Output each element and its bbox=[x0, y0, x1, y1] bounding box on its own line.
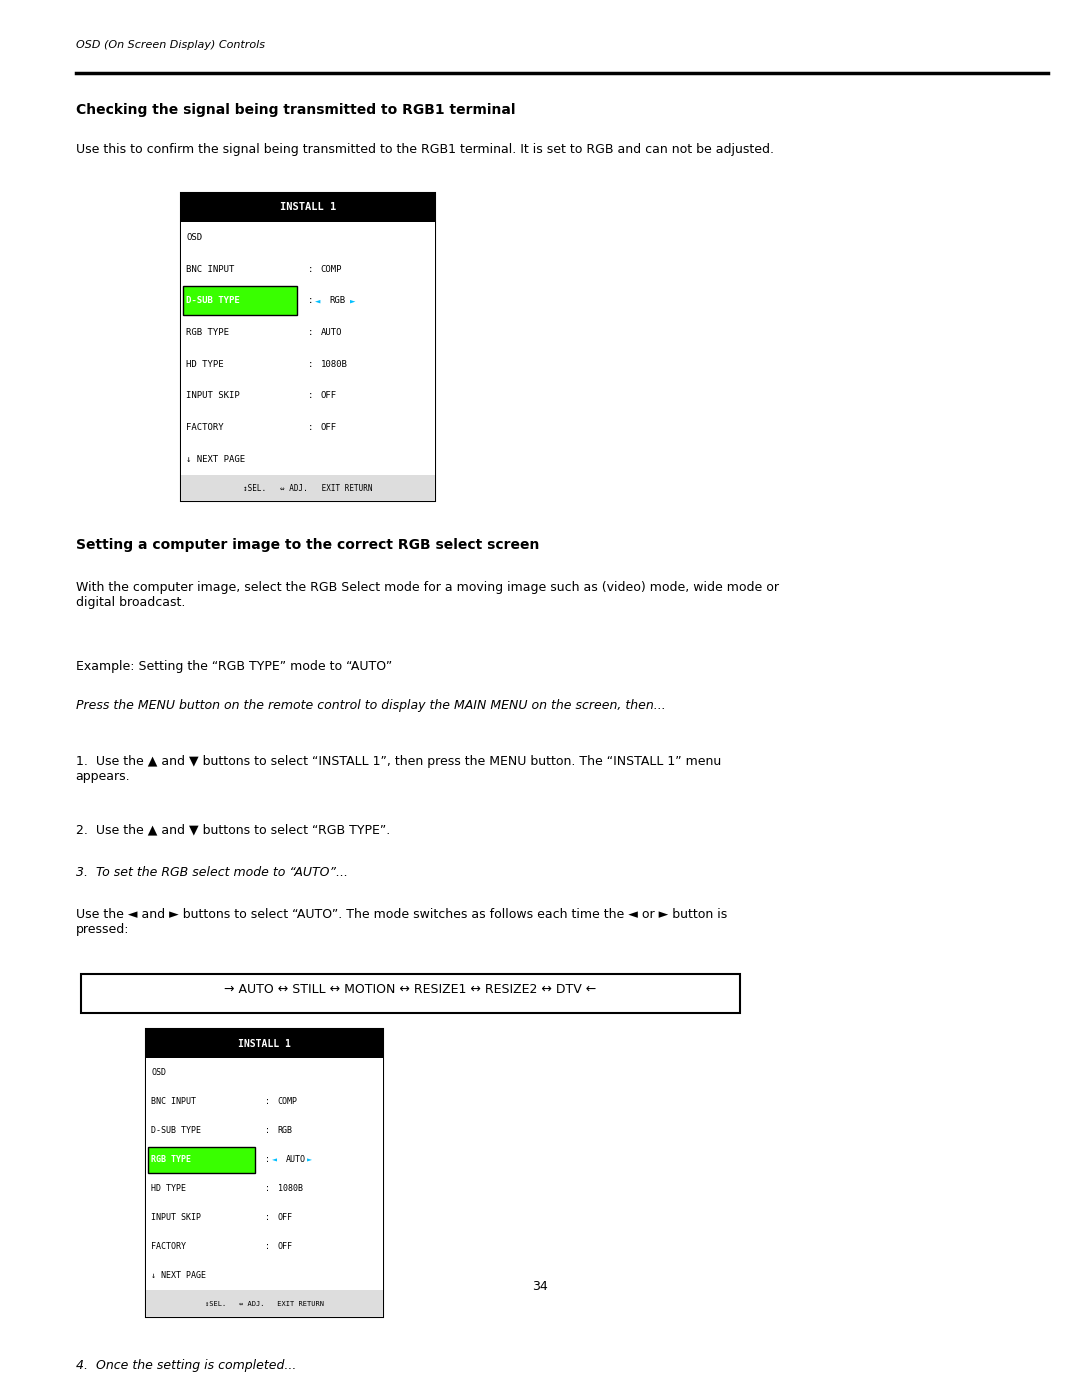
Text: ↕SEL.   ⇔ ADJ.   EXIT RETURN: ↕SEL. ⇔ ADJ. EXIT RETURN bbox=[205, 1301, 324, 1306]
Text: 34: 34 bbox=[532, 1280, 548, 1294]
Text: HD TYPE: HD TYPE bbox=[151, 1185, 186, 1193]
Text: ►: ► bbox=[350, 296, 355, 306]
FancyBboxPatch shape bbox=[81, 974, 740, 1013]
Text: INSTALL 1: INSTALL 1 bbox=[280, 203, 336, 212]
FancyBboxPatch shape bbox=[180, 193, 434, 502]
Text: HD TYPE: HD TYPE bbox=[186, 359, 224, 369]
Text: Use this to confirm the signal being transmitted to the RGB1 terminal. It is set: Use this to confirm the signal being tra… bbox=[76, 142, 773, 155]
Text: RGB TYPE: RGB TYPE bbox=[151, 1155, 191, 1164]
Text: Checking the signal being transmitted to RGB1 terminal: Checking the signal being transmitted to… bbox=[76, 103, 515, 117]
Text: :: : bbox=[308, 423, 313, 432]
Text: Example: Setting the “RGB TYPE” mode to “AUTO”: Example: Setting the “RGB TYPE” mode to … bbox=[76, 659, 392, 673]
Text: INPUT SKIP: INPUT SKIP bbox=[186, 391, 240, 401]
Text: COMP: COMP bbox=[321, 264, 342, 274]
Text: OFF: OFF bbox=[278, 1242, 293, 1252]
Text: → AUTO ↔ STILL ↔ MOTION ↔ RESIZE1 ↔ RESIZE2 ↔ DTV ←: → AUTO ↔ STILL ↔ MOTION ↔ RESIZE1 ↔ RESI… bbox=[225, 983, 596, 996]
Text: :: : bbox=[308, 328, 313, 337]
Text: ◄: ◄ bbox=[272, 1155, 278, 1164]
Text: :: : bbox=[265, 1126, 270, 1136]
Text: AUTO: AUTO bbox=[286, 1155, 307, 1164]
Text: ◄: ◄ bbox=[315, 296, 321, 306]
Text: ↕SEL.   ⇔ ADJ.   EXIT RETURN: ↕SEL. ⇔ ADJ. EXIT RETURN bbox=[243, 483, 373, 493]
Text: INSTALL 1: INSTALL 1 bbox=[239, 1039, 291, 1049]
Text: Setting a computer image to the correct RGB select screen: Setting a computer image to the correct … bbox=[76, 538, 539, 552]
FancyBboxPatch shape bbox=[146, 1291, 383, 1317]
Text: BNC INPUT: BNC INPUT bbox=[151, 1097, 197, 1106]
Text: :: : bbox=[265, 1185, 270, 1193]
Text: 1.  Use the ▲ and ▼ buttons to select “INSTALL 1”, then press the MENU button. T: 1. Use the ▲ and ▼ buttons to select “IN… bbox=[76, 754, 720, 782]
Text: :: : bbox=[265, 1242, 270, 1252]
FancyBboxPatch shape bbox=[146, 1058, 383, 1291]
FancyBboxPatch shape bbox=[180, 222, 434, 475]
Text: :: : bbox=[308, 264, 313, 274]
Text: Use the ◄ and ► buttons to select “AUTO”. The mode switches as follows each time: Use the ◄ and ► buttons to select “AUTO”… bbox=[76, 908, 727, 936]
Text: BNC INPUT: BNC INPUT bbox=[186, 264, 234, 274]
Text: OFF: OFF bbox=[278, 1214, 293, 1222]
Text: 3.  To set the RGB select mode to “AUTO”...: 3. To set the RGB select mode to “AUTO”.… bbox=[76, 866, 348, 879]
Text: :: : bbox=[308, 359, 313, 369]
Text: COMP: COMP bbox=[278, 1097, 298, 1106]
Text: :: : bbox=[308, 296, 313, 306]
Text: OSD: OSD bbox=[186, 233, 202, 242]
Text: ↓ NEXT PAGE: ↓ NEXT PAGE bbox=[186, 454, 245, 464]
Text: OSD (On Screen Display) Controls: OSD (On Screen Display) Controls bbox=[76, 39, 265, 49]
Text: :: : bbox=[265, 1155, 270, 1164]
Text: 1080B: 1080B bbox=[278, 1185, 302, 1193]
Text: 1080B: 1080B bbox=[321, 359, 348, 369]
Text: FACTORY: FACTORY bbox=[186, 423, 224, 432]
Text: D-SUB TYPE: D-SUB TYPE bbox=[186, 296, 240, 306]
Text: :: : bbox=[265, 1097, 270, 1106]
Text: :: : bbox=[308, 391, 313, 401]
FancyBboxPatch shape bbox=[180, 475, 434, 502]
Text: :: : bbox=[265, 1214, 270, 1222]
Text: ↓ NEXT PAGE: ↓ NEXT PAGE bbox=[151, 1271, 206, 1281]
Text: D-SUB TYPE: D-SUB TYPE bbox=[151, 1126, 201, 1136]
Text: AUTO: AUTO bbox=[321, 328, 342, 337]
Text: OFF: OFF bbox=[321, 423, 337, 432]
Text: ►: ► bbox=[307, 1155, 312, 1164]
Text: 2.  Use the ▲ and ▼ buttons to select “RGB TYPE”.: 2. Use the ▲ and ▼ buttons to select “RG… bbox=[76, 823, 390, 837]
FancyBboxPatch shape bbox=[148, 1147, 255, 1173]
FancyBboxPatch shape bbox=[183, 286, 297, 316]
Text: RGB: RGB bbox=[278, 1126, 293, 1136]
FancyBboxPatch shape bbox=[146, 1030, 383, 1317]
Text: FACTORY: FACTORY bbox=[151, 1242, 186, 1252]
Text: INPUT SKIP: INPUT SKIP bbox=[151, 1214, 201, 1222]
Text: RGB: RGB bbox=[329, 296, 346, 306]
Text: OSD: OSD bbox=[151, 1069, 166, 1077]
Text: 4.  Once the setting is completed...: 4. Once the setting is completed... bbox=[76, 1359, 296, 1372]
Text: RGB TYPE: RGB TYPE bbox=[186, 328, 229, 337]
Text: Press the MENU button on the remote control to display the MAIN MENU on the scre: Press the MENU button on the remote cont… bbox=[76, 700, 665, 712]
Text: With the computer image, select the RGB Select mode for a moving image such as (: With the computer image, select the RGB … bbox=[76, 581, 779, 609]
Text: OFF: OFF bbox=[321, 391, 337, 401]
